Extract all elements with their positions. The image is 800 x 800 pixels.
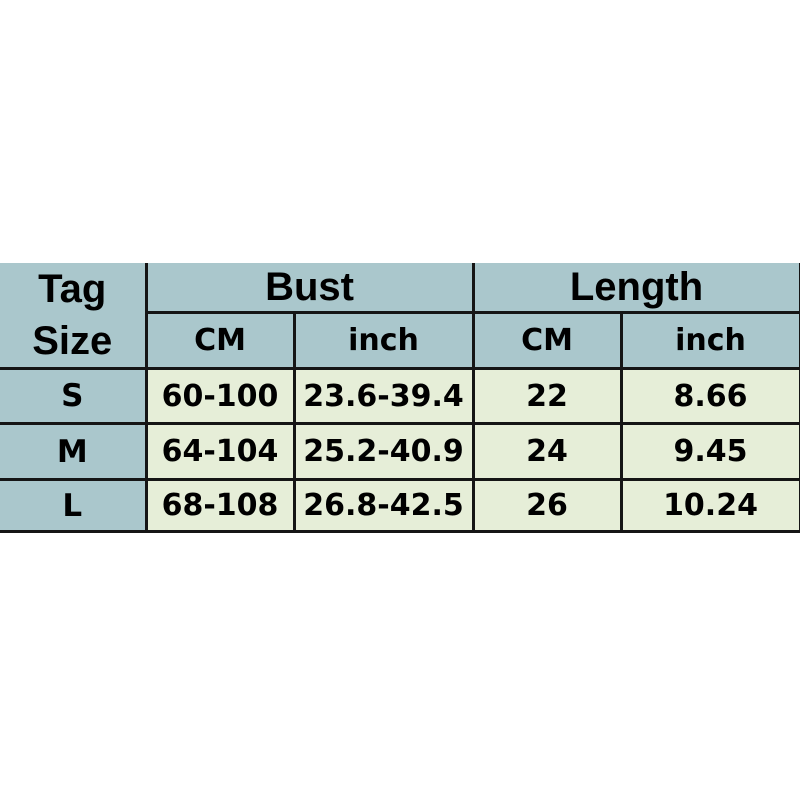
length-cm-value-m: 24 [471,422,623,481]
bust-inch-value-l: 26.8-42.5 [292,478,475,533]
length-cm-value-s: 22 [471,367,623,425]
length-inch-value-s: 8.66 [619,367,800,425]
length-cm-value-l: 26 [471,478,623,533]
bust-cm-value-s: 60-100 [144,367,296,425]
bust-cm-header: CM [144,311,296,370]
length-cm-header: CM [471,311,623,370]
length-inch-header: inch [619,311,800,370]
size-label-s: S [0,367,148,425]
group-header-row: Tag Size Bust Length [0,263,800,370]
table-row-size-l: L 68-108 26.8-42.5 26 10.24 [0,478,800,533]
size-label-l: L [0,478,148,533]
length-group-header: Length [471,263,800,315]
length-inch-value-m: 9.45 [619,422,800,481]
bust-inch-value-m: 25.2-40.9 [292,422,475,481]
bust-group-header: Bust [144,263,475,315]
length-inch-value-l: 10.24 [619,478,800,533]
bust-cm-value-l: 68-108 [144,478,296,533]
size-label-m: M [0,422,148,481]
tag-size-header-cell: Tag Size [0,263,148,370]
size-chart-table: Tag Size Bust Length CM inch CM inch S 6… [0,263,800,533]
tag-size-line2: Size [32,319,113,363]
tag-size-line1: Tag [38,267,107,311]
table-row-size-m: M 64-104 25.2-40.9 24 9.45 [0,422,800,481]
bust-cm-value-m: 64-104 [144,422,296,481]
units-header-row: CM inch CM inch [0,311,800,370]
bust-inch-header: inch [292,311,475,370]
table-row-size-s: S 60-100 23.6-39.4 22 8.66 [0,367,800,425]
bust-inch-value-s: 23.6-39.4 [292,367,475,425]
